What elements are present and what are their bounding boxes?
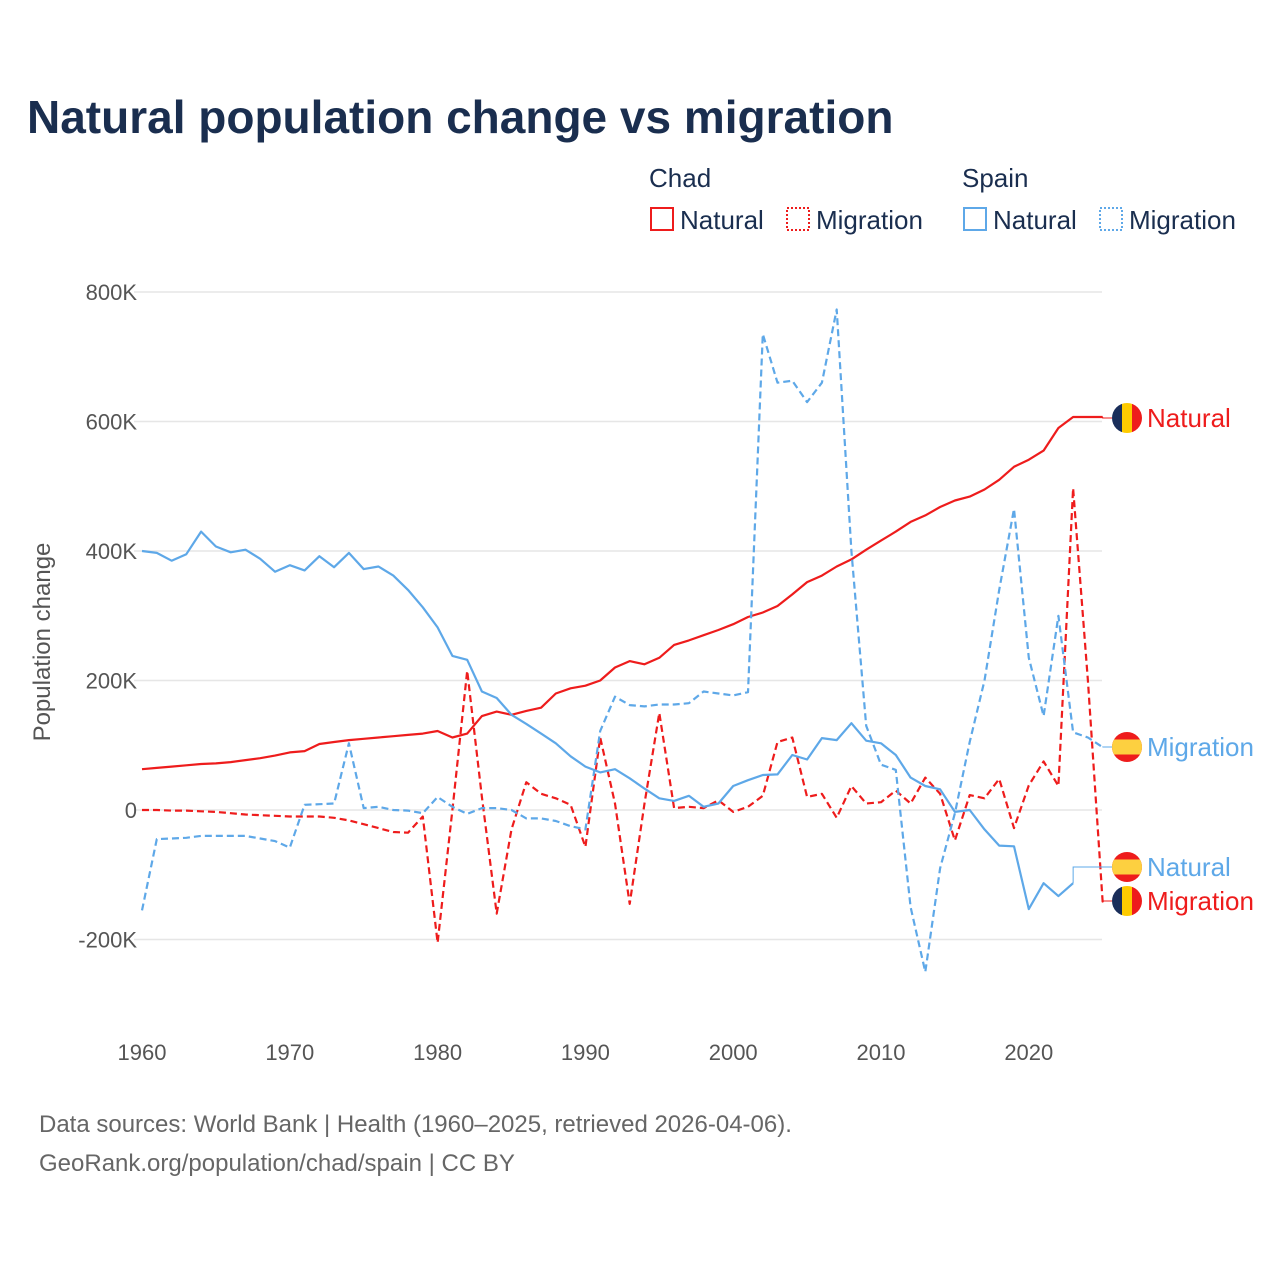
x-tick-label: 1960 [118,1040,167,1065]
chart-title: Natural population change vs migration [27,91,893,143]
legend-group-spain: Spain [962,163,1029,193]
series-line-chad-migration [142,487,1104,944]
source-line-2[interactable]: GeoRank.org/population/chad/spain | CC B… [39,1150,515,1177]
flag-stripe [1132,886,1142,916]
end-label-chad-natural: Natural [1147,403,1231,433]
legend: Chad Natural Migration Spain Natural Mig… [649,163,1236,235]
legend-label-spain-natural[interactable]: Natural [993,205,1077,235]
y-tick-label: 400K [86,539,138,564]
x-tick-label: 2010 [857,1040,906,1065]
flag-stripe [1122,403,1132,433]
flag-stripe [1112,739,1142,755]
label-connector [1102,416,1112,419]
end-label-chad-migration: Migration [1147,886,1254,916]
end-label-spain-natural: Natural [1147,852,1231,882]
y-tick-label: 600K [86,410,138,435]
legend-swatch-spain-migration [1099,207,1123,231]
flag-stripe [1112,859,1142,875]
series-line-chad-natural [141,415,1103,771]
flag-stripe [1112,886,1122,916]
flag-stripe [1122,886,1132,916]
x-tick-label: 1980 [413,1040,462,1065]
source-line-1: Data sources: World Bank | Health (1960–… [39,1111,792,1138]
label-connector [1072,866,1112,884]
spain-flag-icon [1112,852,1142,882]
x-tick-label: 1990 [561,1040,610,1065]
legend-swatch-spain-natural [963,207,987,231]
legend-label-chad-natural[interactable]: Natural [680,205,764,235]
series-line-spain-migration [140,308,1104,974]
series-line-spain-natural [141,530,1074,911]
chad-flag-icon [1112,403,1142,433]
legend-label-spain-migration[interactable]: Migration [1129,205,1236,235]
legend-swatch-chad-natural [650,207,674,231]
legend-swatch-chad-migration [786,207,810,231]
y-tick-label: 800K [86,280,138,305]
y-axis-label: Population change [29,543,56,742]
chad-flag-icon [1112,886,1142,916]
label-connector [1102,900,1112,903]
legend-group-chad: Chad [649,163,711,193]
end-label-spain-migration: Migration [1147,732,1254,762]
x-tick-label: 2020 [1004,1040,1053,1065]
x-tick-label: 1970 [265,1040,314,1065]
flag-stripe [1112,403,1122,433]
spain-flag-icon [1112,732,1142,762]
legend-label-chad-migration[interactable]: Migration [816,205,923,235]
flag-stripe [1132,403,1142,433]
y-tick-label: 0 [125,798,137,823]
y-tick-label: -200K [78,928,137,953]
y-tick-label: 200K [86,669,138,694]
x-tick-label: 2000 [709,1040,758,1065]
